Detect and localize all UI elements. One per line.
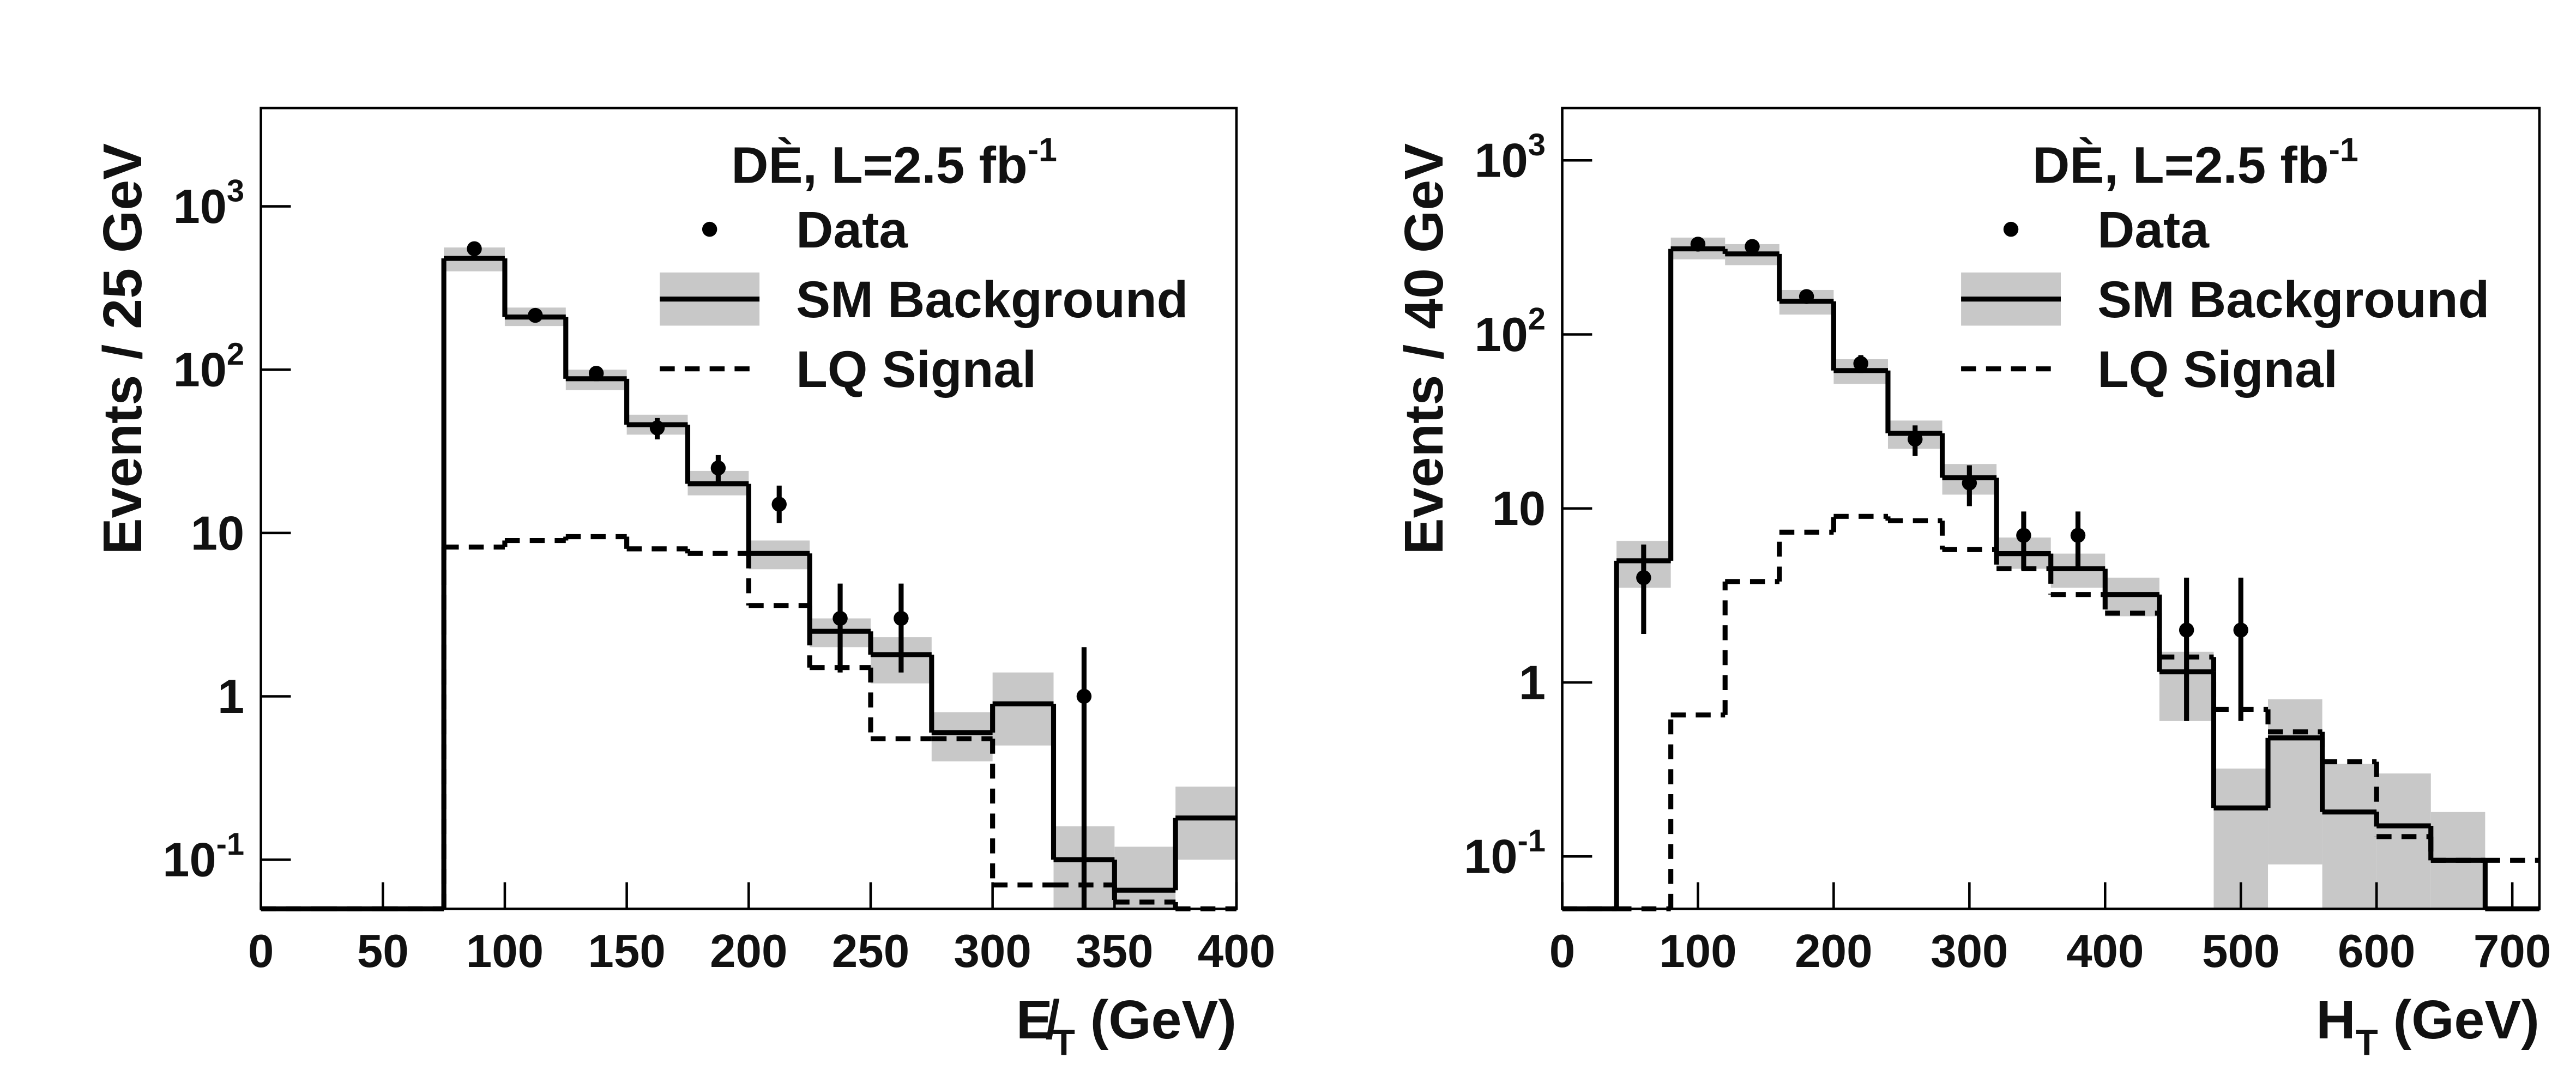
y-tick-exponent: 2 bbox=[227, 337, 244, 372]
data-point bbox=[1690, 237, 1706, 252]
data-point bbox=[2179, 622, 2194, 638]
y-axis-label: Events / 25 GeV bbox=[92, 143, 153, 555]
legend-label: SM Background bbox=[796, 271, 1188, 329]
x-tick-label: 300 bbox=[1931, 926, 2008, 977]
x-tick-label: 250 bbox=[832, 926, 909, 977]
y-tick-label: 102 bbox=[173, 337, 245, 397]
x-tick-label: 200 bbox=[1795, 926, 1872, 977]
data-point bbox=[1076, 688, 1092, 704]
data-point bbox=[467, 241, 482, 257]
legend-marker bbox=[702, 221, 717, 237]
y-tick-label: 102 bbox=[1474, 301, 1546, 361]
uncertainty-band bbox=[1175, 787, 1236, 860]
y-tick-label: 10-1 bbox=[1464, 824, 1546, 884]
legend-label: SM Background bbox=[2097, 271, 2489, 329]
y-axis-label: Events / 40 GeV bbox=[1393, 143, 1455, 555]
legend-label: LQ Signal bbox=[2097, 341, 2338, 398]
data-point bbox=[1745, 239, 1760, 254]
data-point bbox=[710, 460, 726, 476]
y-tick-base: 10 bbox=[1474, 134, 1528, 188]
data-point bbox=[2233, 622, 2248, 638]
legend-label: Data bbox=[2097, 201, 2210, 259]
data-point bbox=[1636, 570, 1651, 585]
x-tick-label: 400 bbox=[2066, 926, 2144, 977]
x-tick-label: 100 bbox=[466, 926, 544, 977]
x-tick-label: 0 bbox=[248, 926, 274, 977]
x-tick-label: 0 bbox=[1549, 926, 1575, 977]
x-tick-label: 600 bbox=[2338, 926, 2415, 977]
annotation: DÈ, L=2.5 fb-1 bbox=[2032, 131, 2358, 195]
annotation-sup: -1 bbox=[1028, 131, 1057, 168]
legend-label: LQ Signal bbox=[796, 341, 1036, 398]
y-tick-base: 10 bbox=[1474, 307, 1528, 361]
x-label-sub: T bbox=[1053, 1023, 1075, 1063]
y-tick-label: 1 bbox=[1519, 655, 1546, 709]
x-tick-label: 300 bbox=[954, 926, 1031, 977]
data-point bbox=[1962, 475, 1977, 491]
y-tick-exponent: 3 bbox=[227, 173, 244, 208]
x-tick-label: 200 bbox=[710, 926, 787, 977]
data-point bbox=[894, 610, 909, 626]
annotation-text: DÈ, L=2.5 fb bbox=[2032, 136, 2328, 194]
x-tick-label: 350 bbox=[1076, 926, 1153, 977]
data-point bbox=[2070, 528, 2086, 543]
x-tick-label: 500 bbox=[2202, 926, 2279, 977]
y-tick-label: 10 bbox=[1492, 481, 1546, 535]
y-tick-label: 10 bbox=[191, 506, 244, 560]
y-tick-base: 10 bbox=[173, 179, 227, 233]
data-point bbox=[2016, 528, 2031, 543]
x-tick-label: 150 bbox=[588, 926, 665, 977]
y-tick-label: 103 bbox=[173, 173, 245, 233]
x-axis-label: E̸T (GeV) bbox=[1016, 989, 1236, 1063]
x-tick-label: 50 bbox=[357, 926, 409, 977]
y-tick-exponent: 3 bbox=[1528, 128, 1546, 162]
data-point bbox=[528, 307, 543, 323]
y-tick-label: 1 bbox=[218, 669, 244, 723]
y-tick-label: 103 bbox=[1474, 128, 1546, 188]
annotation: DÈ, L=2.5 fb-1 bbox=[731, 131, 1057, 195]
uncertainty-band bbox=[992, 672, 1054, 746]
x-label-rest: (GeV) bbox=[1075, 989, 1236, 1050]
uncertainty-band bbox=[1114, 847, 1176, 909]
data-point bbox=[771, 497, 787, 512]
y-tick-exponent: 2 bbox=[1528, 301, 1546, 336]
uncertainty-band bbox=[2322, 764, 2377, 909]
y-tick-exponent: -1 bbox=[216, 827, 245, 862]
x-label-sub: T bbox=[2356, 1023, 2378, 1063]
x-tick-label: 100 bbox=[1659, 926, 1736, 977]
x-axis-label: HT (GeV) bbox=[2316, 989, 2539, 1063]
uncertainty-band bbox=[2376, 773, 2431, 909]
annotation-text: DÈ, L=2.5 fb bbox=[731, 136, 1027, 194]
annotation-sup: -1 bbox=[2329, 131, 2358, 168]
y-tick-base: 10 bbox=[173, 343, 227, 397]
data-point bbox=[649, 420, 665, 436]
y-tick-base: 10 bbox=[1464, 830, 1517, 884]
data-point bbox=[832, 610, 848, 626]
x-tick-label: 700 bbox=[2474, 926, 2551, 977]
x-tick-label: 400 bbox=[1198, 926, 1275, 977]
data-point bbox=[1799, 289, 1814, 304]
legend-marker bbox=[2003, 221, 2019, 237]
x-label-main: E̸ bbox=[1016, 989, 1060, 1050]
y-tick-label: 10-1 bbox=[162, 827, 244, 887]
y-tick-exponent: -1 bbox=[1517, 824, 1546, 859]
data-point bbox=[588, 366, 604, 381]
x-label-main: H bbox=[2316, 989, 2356, 1050]
uncertainty-band bbox=[2268, 699, 2322, 865]
legend-label: Data bbox=[796, 201, 908, 259]
data-point bbox=[1853, 356, 1868, 371]
x-label-rest: (GeV) bbox=[2378, 989, 2539, 1050]
y-tick-base: 10 bbox=[162, 833, 216, 887]
data-point bbox=[1908, 431, 1923, 447]
